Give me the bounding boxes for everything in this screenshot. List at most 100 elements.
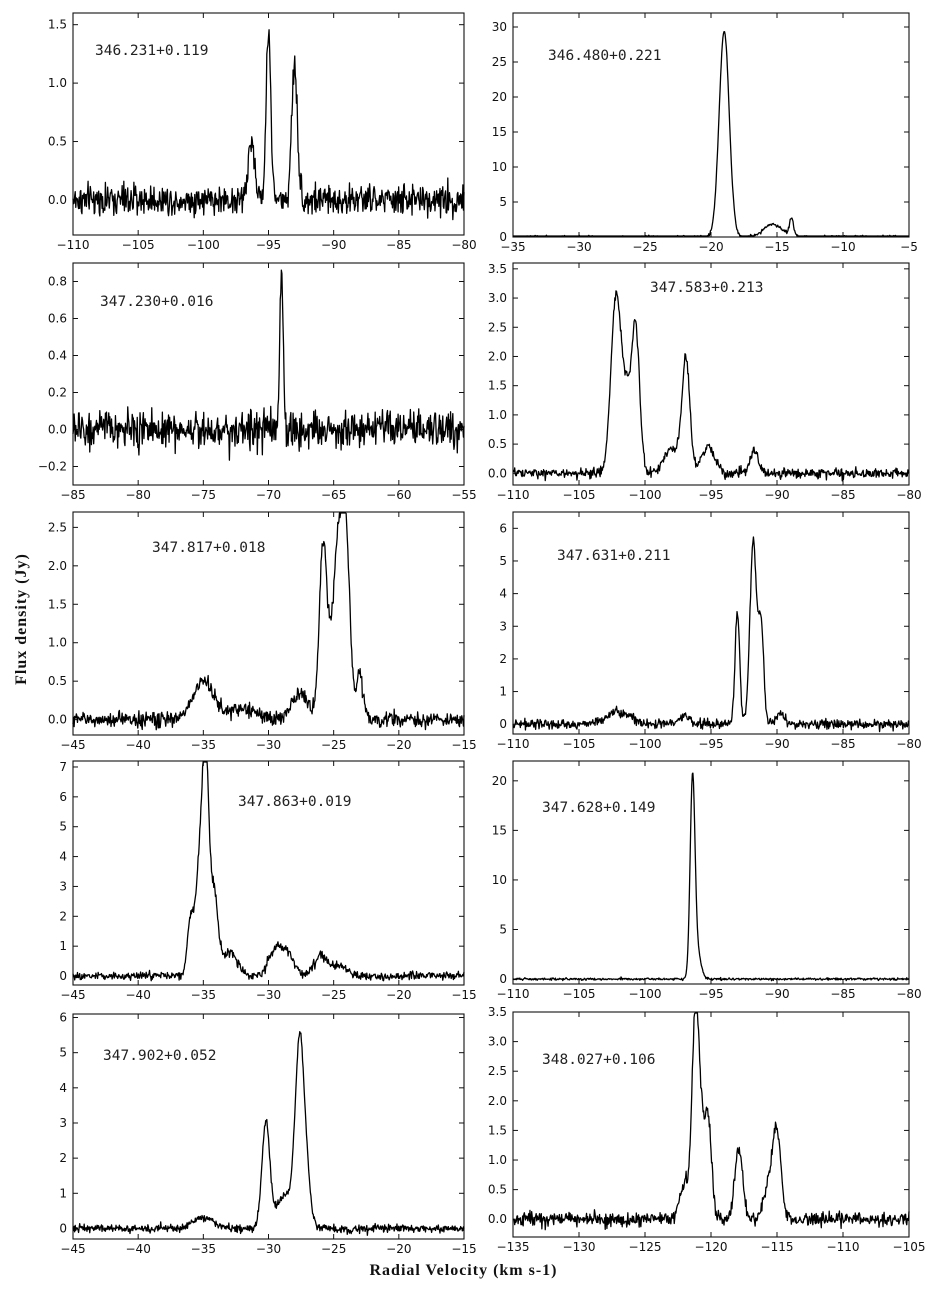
x-tick-label: −30	[256, 1242, 281, 1256]
source-label: 347.817+0.018	[152, 540, 266, 556]
y-tick-label: 3	[59, 879, 67, 893]
y-tick-label: 1.5	[488, 379, 507, 393]
y-tick-label: 0	[499, 972, 507, 986]
y-tick-label: 2.0	[48, 559, 67, 573]
y-tick-label: 0.5	[488, 437, 507, 451]
y-tick-label: 4	[59, 850, 67, 864]
y-tick-label: 20	[492, 90, 507, 104]
spectrum-panel-5: −45 −40 −35 −30 −25 −20 −15 0.0 0.5 1.0 1.5 2.0 2.5 3…	[48, 511, 477, 752]
x-tick-label: −110	[497, 987, 530, 1001]
spectrum-line	[512, 1012, 910, 1231]
x-tick-label: −115	[761, 1240, 794, 1254]
spectrum-line	[72, 512, 465, 731]
y-tick-label: 5	[59, 820, 67, 834]
y-tick-label: −0.2	[38, 460, 67, 474]
y-tick-label: 0.4	[48, 349, 67, 363]
x-tick-label: −25	[321, 738, 346, 752]
y-tick-label: 2	[59, 909, 67, 923]
y-tick-label: 0.0	[48, 193, 67, 207]
y-tick-label: 3.5	[488, 1005, 507, 1019]
x-tick-label: −15	[451, 738, 476, 752]
x-tick-label: −20	[386, 738, 411, 752]
y-tick-label: 0.6	[48, 312, 67, 326]
y-tick-label: 25	[492, 55, 507, 69]
source-label: 346.231+0.119	[95, 43, 209, 59]
x-tick-label: −95	[698, 488, 723, 502]
y-tick-label: 4	[499, 587, 507, 601]
spectrum-line	[512, 30, 910, 237]
spectrum-panel-2: −35 −30 −25 −20 −15 −10 −5 0 5 10 15 20 25 30 346.480+…	[492, 12, 918, 254]
x-tick-label: −95	[698, 737, 723, 751]
x-tick-label: −60	[386, 488, 411, 502]
y-tick-label: 2.5	[488, 320, 507, 334]
panel-frame	[72, 511, 465, 736]
y-tick-label: 2	[499, 652, 507, 666]
y-tick-label: 5	[499, 195, 507, 209]
x-tick-label: −65	[321, 488, 346, 502]
y-tick-label: 2.0	[488, 1094, 507, 1108]
y-tick-label: 5	[499, 554, 507, 568]
x-tick-label: −15	[451, 1242, 476, 1256]
y-tick-label: 0.5	[488, 1183, 507, 1197]
spectrum-line	[72, 761, 465, 982]
y-tick-label: 1.5	[48, 597, 67, 611]
y-tick-label: 10	[492, 160, 507, 174]
y-tick-label: 15	[492, 125, 507, 139]
x-tick-label: −95	[256, 238, 281, 252]
x-tick-label: −90	[764, 987, 789, 1001]
y-tick-label: 6	[59, 790, 67, 804]
x-tick-label: −95	[698, 987, 723, 1001]
x-tick-label: −35	[500, 240, 525, 254]
x-tick-label: −35	[191, 738, 216, 752]
x-tick-label: −110	[497, 737, 530, 751]
y-tick-label: 1.5	[48, 18, 67, 32]
x-tick-label: −75	[191, 488, 216, 502]
x-tick-label: −40	[126, 988, 151, 1002]
x-tick-label: −125	[629, 1240, 662, 1254]
x-tick-label: −105	[563, 987, 596, 1001]
x-tick-label: −85	[830, 987, 855, 1001]
source-label: 346.480+0.221	[548, 48, 662, 64]
y-tick-label: 3.5	[488, 262, 507, 276]
source-label: 347.902+0.052	[103, 1048, 217, 1064]
x-tick-label: −25	[321, 988, 346, 1002]
y-tick-label: 7	[59, 760, 67, 774]
y-tick-label: 1	[59, 1186, 67, 1200]
x-tick-label: −20	[386, 1242, 411, 1256]
x-tick-label: −85	[830, 737, 855, 751]
spectrum-line	[512, 290, 910, 482]
y-tick-label: 0.0	[488, 466, 507, 480]
x-tick-label: −120	[695, 1240, 728, 1254]
x-tick-label: −30	[566, 240, 591, 254]
source-label: 347.628+0.149	[542, 800, 656, 816]
x-tick-label: −45	[60, 988, 85, 1002]
x-tick-label: −10	[830, 240, 855, 254]
x-tick-label: −85	[386, 238, 411, 252]
x-tick-label: −100	[629, 987, 662, 1001]
spectrum-panel-10: −135 −130 −125 −120 −115 −110 −105 0.0 0.5 1.0 1.5…	[488, 1005, 926, 1254]
x-tick-label: −110	[57, 238, 90, 252]
x-tick-label: −80	[126, 488, 151, 502]
y-tick-label: 15	[492, 823, 507, 837]
y-tick-label: 3.0	[488, 1035, 507, 1049]
y-tick-label: 1.0	[48, 636, 67, 650]
x-tick-label: −90	[321, 238, 346, 252]
x-tick-label: −45	[60, 1242, 85, 1256]
x-tick-label: −100	[629, 737, 662, 751]
y-tick-label: 1	[499, 685, 507, 699]
y-tick-label: 0	[499, 230, 507, 244]
x-tick-label: −55	[451, 488, 476, 502]
spectrum-line	[72, 269, 465, 461]
y-tick-label: 0.0	[48, 423, 67, 437]
x-tick-label: −20	[386, 988, 411, 1002]
x-tick-label: −80	[896, 488, 921, 502]
x-tick-label: −100	[187, 238, 220, 252]
y-tick-label: 3	[59, 1116, 67, 1130]
y-tick-label: 1	[59, 939, 67, 953]
source-label: 347.583+0.213	[650, 280, 764, 296]
y-tick-label: 30	[492, 20, 507, 34]
x-tick-label: −130	[563, 1240, 596, 1254]
x-tick-label: −105	[893, 1240, 926, 1254]
x-tick-label: −70	[256, 488, 281, 502]
